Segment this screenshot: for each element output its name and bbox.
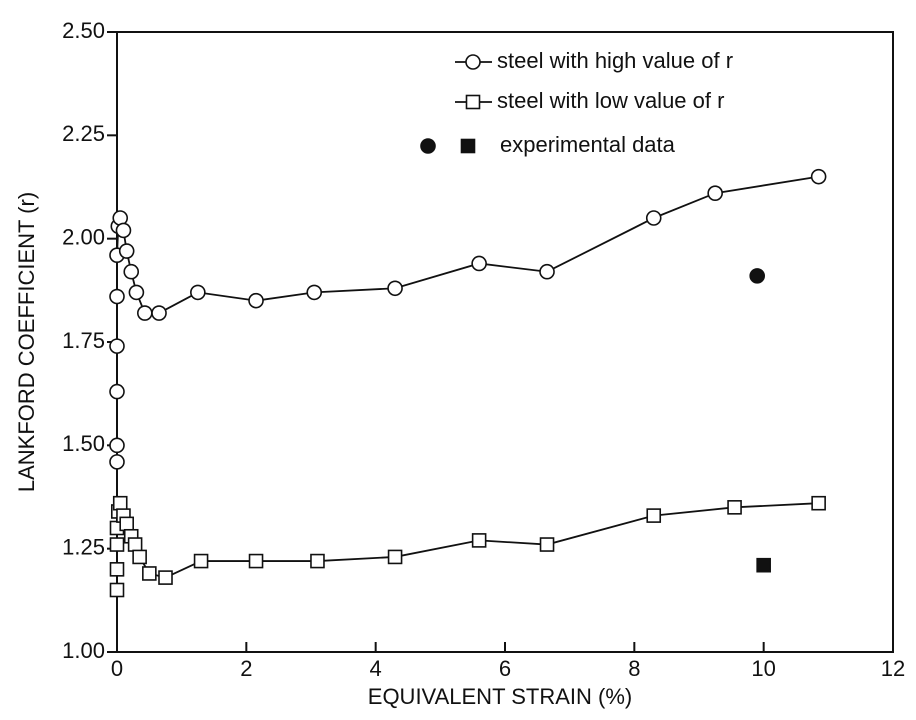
legend-marker xyxy=(460,138,476,154)
y-tick-label: 1.75 xyxy=(62,328,105,353)
x-tick-label: 2 xyxy=(240,656,252,681)
data-point xyxy=(123,263,140,280)
data-point xyxy=(539,537,555,552)
x-tick-label: 12 xyxy=(881,656,905,681)
data-point xyxy=(387,280,403,297)
data-point xyxy=(115,222,132,239)
series-line xyxy=(116,502,819,590)
data-point xyxy=(539,263,555,280)
data-point xyxy=(158,570,173,585)
legend-marker xyxy=(420,138,436,154)
data-point xyxy=(727,500,742,515)
y-tick-label: 1.00 xyxy=(62,638,105,663)
x-tick-label: 6 xyxy=(499,656,511,681)
data-point xyxy=(128,284,145,301)
data-point xyxy=(109,537,125,552)
data-point xyxy=(387,549,403,565)
experimental-point xyxy=(756,557,771,573)
data-point xyxy=(471,255,487,272)
legend-marker xyxy=(465,54,481,70)
data-point xyxy=(645,210,662,226)
data-point xyxy=(109,288,125,305)
y-tick-label: 2.50 xyxy=(62,18,105,43)
data-point xyxy=(118,243,135,259)
y-axis-label: LANKFORD COEFFICIENT (r) xyxy=(14,192,39,492)
data-point xyxy=(151,305,167,321)
x-tick-label: 10 xyxy=(751,656,775,681)
data-point xyxy=(112,495,128,511)
data-point xyxy=(109,454,125,470)
data-point xyxy=(193,553,209,569)
data-point xyxy=(142,566,157,581)
y-tick-label: 1.25 xyxy=(62,534,105,559)
experimental-point xyxy=(749,268,766,284)
data-point xyxy=(190,284,206,301)
legend-marker xyxy=(465,94,481,110)
legend-label: steel with high value of r xyxy=(497,48,733,73)
data-point xyxy=(109,338,125,354)
x-tick-label: 4 xyxy=(370,656,382,681)
x-tick-label: 8 xyxy=(628,656,640,681)
data-point xyxy=(248,292,264,309)
data-point xyxy=(137,305,153,321)
y-tick-label: 2.25 xyxy=(62,121,105,146)
x-tick-label: 0 xyxy=(111,656,123,681)
data-point xyxy=(109,582,125,598)
data-point xyxy=(248,553,264,569)
data-point xyxy=(119,516,134,532)
data-point xyxy=(306,284,323,301)
plot-frame xyxy=(116,31,894,653)
data-point xyxy=(471,533,487,548)
data-point xyxy=(811,495,826,511)
data-point xyxy=(127,537,143,552)
data-point xyxy=(109,437,125,454)
y-tick-label: 1.50 xyxy=(62,431,105,456)
legend-label: steel with low value of r xyxy=(497,88,724,113)
x-axis-label: EQUIVALENT STRAIN (%) xyxy=(368,684,632,709)
data-point xyxy=(646,508,662,523)
data-point xyxy=(109,383,125,400)
data-point xyxy=(310,553,325,569)
legend-label: experimental data xyxy=(500,132,676,157)
data-point xyxy=(707,185,723,201)
data-point xyxy=(109,562,125,577)
y-tick-label: 2.00 xyxy=(62,224,105,249)
series-line xyxy=(116,175,819,462)
data-point xyxy=(810,168,827,185)
data-point xyxy=(132,549,147,565)
